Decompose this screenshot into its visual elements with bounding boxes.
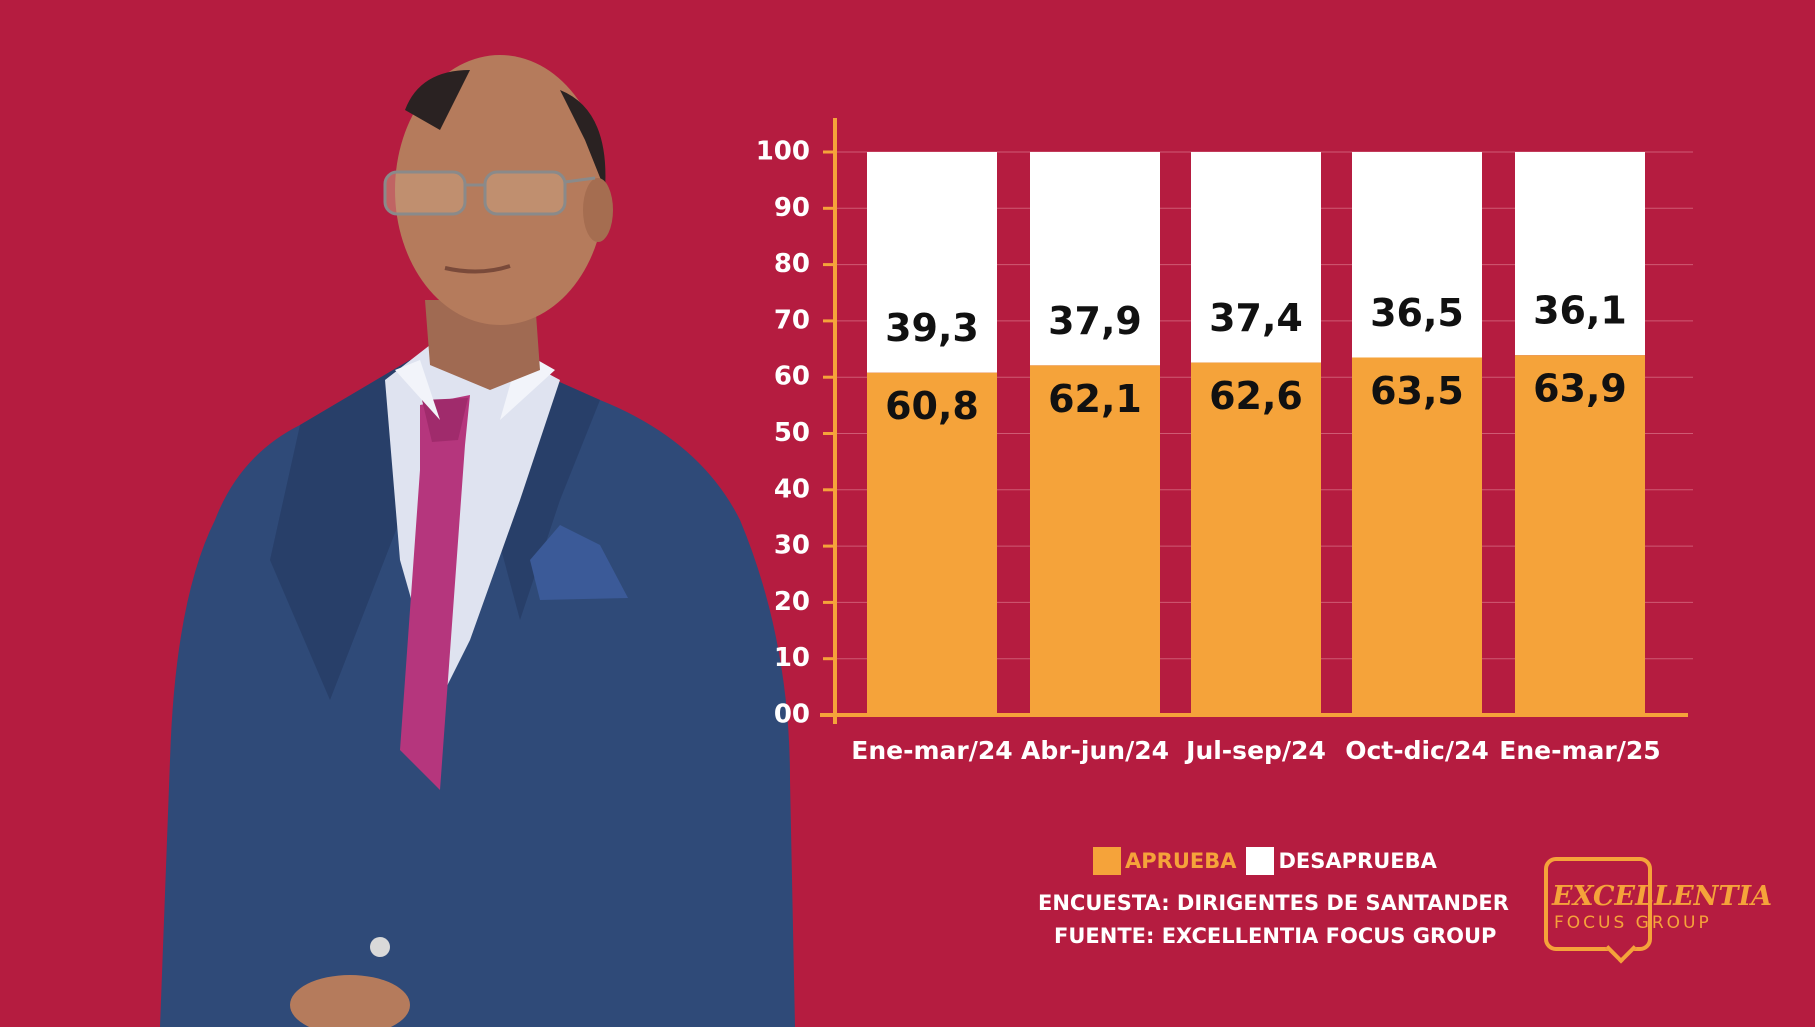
data-label-desaprueba: 37,9: [1048, 299, 1142, 343]
bar-desaprueba: [1191, 152, 1321, 363]
legend-item-desaprueba: DESAPRUEBA: [1246, 847, 1437, 875]
y-tick-label: 90: [774, 193, 810, 223]
bar-aprueba: [1352, 357, 1482, 715]
bar-desaprueba: [1515, 152, 1645, 356]
x-category-label: Ene-mar/25: [1499, 736, 1660, 765]
data-label-aprueba: 63,9: [1533, 367, 1627, 411]
bar-desaprueba: [1030, 152, 1160, 366]
data-label-aprueba: 60,8: [885, 384, 979, 428]
legend-item-aprueba: APRUEBA: [1093, 847, 1236, 875]
excellentia-logo: EXCELLENTIA FOCUS GROUP: [1540, 855, 1772, 964]
y-tick-label: 20: [774, 587, 810, 617]
source-note: FUENTE: EXCELLENTIA FOCUS GROUP: [1054, 924, 1497, 948]
logo-word-focus-group: FOCUS GROUP: [1554, 913, 1712, 933]
y-tick-label: 50: [774, 418, 810, 448]
y-tick-label: 10: [774, 643, 810, 673]
y-tick-label: 40: [774, 474, 810, 504]
legend-swatch-aprueba: [1093, 847, 1121, 875]
data-label-aprueba: 63,5: [1370, 369, 1464, 413]
y-tick-labels: 00 10 20 30 40 50 60 70 80 90 100: [756, 137, 810, 730]
logo-word-excellentia: EXCELLENTIA: [1552, 881, 1773, 912]
x-category-label: Oct-dic/24: [1345, 736, 1489, 765]
person-photo: [160, 55, 795, 1027]
x-category-label: Ene-mar/24: [851, 736, 1012, 765]
logo-speech-bubble: [1544, 857, 1652, 951]
bar-aprueba: [1030, 365, 1160, 715]
y-tick-label: 30: [774, 531, 810, 561]
x-category-label: Jul-sep/24: [1184, 736, 1326, 765]
bar-aprueba: [1515, 355, 1645, 715]
data-label-aprueba: 62,6: [1209, 374, 1303, 418]
y-tick-label: 70: [774, 305, 810, 335]
y-tick-label: 60: [774, 362, 810, 392]
bar-desaprueba: [1352, 152, 1482, 358]
survey-note: ENCUESTA: DIRIGENTES DE SANTANDER: [1038, 891, 1509, 915]
data-label-desaprueba: 36,1: [1533, 289, 1627, 333]
bars: [867, 152, 1645, 715]
axes: [820, 118, 1688, 724]
bar-aprueba: [867, 372, 997, 715]
legend-label-desaprueba: DESAPRUEBA: [1278, 849, 1437, 873]
legend-label-aprueba: APRUEBA: [1125, 849, 1237, 873]
data-label-desaprueba: 36,5: [1370, 291, 1464, 335]
data-labels: 60,8 39,3 62,1 37,9 62,6 37,4 63,5 36,5 63,9 36,1: [885, 289, 1627, 428]
bar-desaprueba: [867, 152, 997, 373]
chart-legend: APRUEBA DESAPRUEBA: [1093, 846, 1447, 876]
y-tick-label: 00: [774, 700, 810, 730]
bar-aprueba: [1191, 362, 1321, 715]
data-label-desaprueba: 39,3: [885, 306, 979, 350]
y-tick-label: 100: [756, 137, 810, 167]
y-tick-label: 80: [774, 249, 810, 279]
x-category-label: Abr-jun/24: [1021, 736, 1169, 765]
data-label-aprueba: 62,1: [1048, 377, 1142, 421]
legend-swatch-desaprueba: [1246, 847, 1275, 875]
x-category-labels: Ene-mar/24 Abr-jun/24 Jul-sep/24 Oct-dic/24…: [851, 736, 1660, 765]
data-label-desaprueba: 37,4: [1209, 296, 1303, 340]
